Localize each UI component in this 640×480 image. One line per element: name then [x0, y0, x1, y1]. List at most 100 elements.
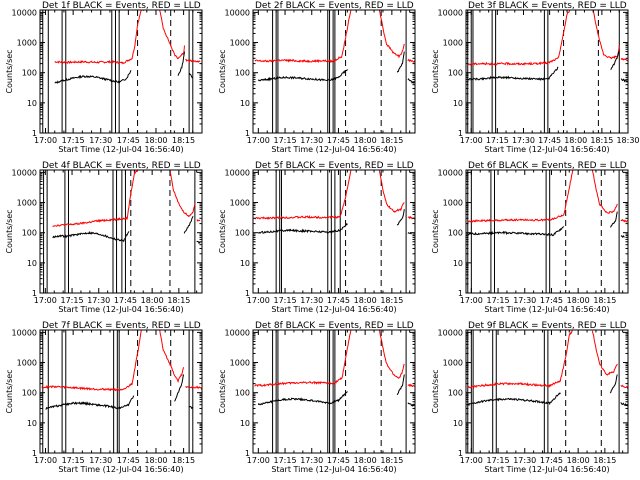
events-series-line — [620, 78, 628, 83]
y-tick-label: 1000 — [443, 359, 463, 368]
lld-series-line — [196, 219, 201, 222]
x-axis-label: Start Time (12-Jul-04 16:56:40) — [484, 465, 609, 474]
x-tick-label: 18:00 — [354, 136, 377, 145]
lld-series-line — [378, 330, 405, 379]
y-tick-label: 10 — [240, 99, 250, 108]
panel-data — [254, 170, 415, 293]
x-tick-label: 17:30 — [87, 296, 110, 305]
x-tick-label: 17:00 — [247, 296, 270, 305]
events-series-line — [177, 51, 185, 76]
events-series-line — [52, 230, 130, 243]
y-tick-label: 10 — [27, 259, 37, 268]
panel-title: Det 8f BLACK = Events, RED = LLD — [255, 321, 414, 331]
x-tick-label: 17:45 — [114, 296, 137, 305]
lld-series-line — [592, 10, 620, 60]
y-axis-label: Counts/sec — [5, 369, 14, 413]
lld-series-line — [378, 10, 405, 59]
panel-data — [467, 170, 628, 293]
y-tick-label: 1 — [32, 129, 37, 138]
y-tick-label: 1 — [32, 449, 37, 458]
lld-series-line — [254, 330, 352, 388]
plot-frame — [39, 329, 203, 454]
x-tick-label: 17:15 — [486, 136, 509, 145]
x-axis-label: Start Time (12-Jul-04 16:56:40) — [58, 305, 183, 314]
x-tick-label: 17:15 — [487, 296, 510, 305]
panel-6: Det 6f BLACK = Events, RED = LLD 1 10 100 10… — [431, 161, 629, 314]
x-tick-label: 17:30 — [513, 456, 536, 465]
x-tick-label: 18:00 — [141, 296, 164, 305]
y-tick-label: 1 — [245, 449, 250, 458]
events-series-line — [407, 78, 415, 85]
x-tick-label: 17:15 — [274, 296, 297, 305]
y-tick-label: 1 — [245, 129, 250, 138]
events-series-line — [257, 391, 348, 406]
x-tick-label: 17:00 — [460, 136, 483, 145]
plot-frame — [252, 9, 416, 134]
panel-7: Det 7f BLACK = Events, RED = LLD 1 10 100 10… — [5, 321, 203, 474]
y-tick-label: 1000 — [443, 39, 463, 48]
x-axis-label: Start Time (12-Jul-04 16:56:40) — [271, 305, 396, 314]
x-tick-label: 17:00 — [460, 296, 483, 305]
y-tick-label: 10000 — [438, 328, 463, 337]
y-tick-label: 100 — [22, 389, 37, 398]
x-tick-label: 17:45 — [117, 136, 140, 145]
panel-data — [43, 170, 201, 293]
x-tick-label: 18:00 — [144, 456, 167, 465]
lld-series-line — [41, 330, 142, 392]
plot-frame — [465, 329, 629, 454]
x-tick-label: 18:15 — [593, 456, 616, 465]
panel-data — [42, 10, 201, 133]
panel-8: Det 8f BLACK = Events, RED = LLD 1 10 100 10… — [218, 321, 416, 474]
lld-series-line — [467, 170, 574, 223]
y-tick-label: 100 — [235, 229, 250, 238]
lld-series-line — [169, 170, 196, 218]
y-tick-label: 10000 — [12, 168, 37, 177]
events-series-line — [467, 392, 561, 407]
x-tick-label: 17:15 — [274, 456, 297, 465]
x-tick-label: 18:15 — [380, 296, 403, 305]
panel-title: Det 2f BLACK = Events, RED = LLD — [255, 1, 414, 11]
x-tick-label: 17:45 — [327, 456, 350, 465]
plot-frame — [39, 169, 203, 294]
x-tick-label: 17:15 — [62, 456, 85, 465]
events-series-line — [188, 405, 194, 410]
x-axis-label: Start Time (12-Jul-04 16:56:40) — [484, 305, 609, 314]
y-tick-label: 100 — [235, 69, 250, 78]
x-tick-label: 18:15 — [172, 136, 195, 145]
x-tick-label: 17:00 — [34, 296, 57, 305]
x-tick-label: 18:15 — [172, 456, 195, 465]
events-series-line — [609, 374, 618, 394]
panel-title: Det 5f BLACK = Events, RED = LLD — [255, 161, 414, 171]
panel-data — [254, 330, 415, 453]
lld-series-line — [620, 218, 628, 223]
y-tick-label: 10 — [453, 99, 463, 108]
events-series-line — [610, 51, 620, 70]
y-tick-label: 10 — [453, 419, 463, 428]
x-tick-label: 17:15 — [487, 456, 510, 465]
events-series-line — [54, 70, 132, 85]
y-axis-label: Counts/sec — [218, 49, 227, 93]
x-tick-label: 17:00 — [247, 456, 270, 465]
y-tick-label: 10000 — [12, 328, 37, 337]
panel-9: Det 9f BLACK = Events, RED = LLD 1 10 100 10… — [431, 321, 629, 474]
x-tick-label: 18:15 — [380, 456, 403, 465]
x-tick-label: 17:45 — [327, 296, 350, 305]
x-tick-label: 18:00 — [144, 136, 167, 145]
y-axis-label: Counts/sec — [5, 49, 14, 93]
events-series-line — [620, 402, 628, 407]
panel-1: Det 1f BLACK = Events, RED = LLD 1 10 100 10… — [5, 1, 203, 154]
y-tick-label: 1 — [245, 289, 250, 298]
plot-frame — [252, 169, 416, 294]
x-tick-label: 17:15 — [61, 296, 84, 305]
lld-series-line — [254, 170, 352, 220]
y-tick-label: 10 — [240, 419, 250, 428]
events-series-line — [396, 374, 405, 396]
lld-series-line — [620, 57, 628, 62]
x-tick-label: 17:45 — [538, 136, 561, 145]
x-tick-label: 17:00 — [247, 136, 270, 145]
y-tick-label: 100 — [22, 229, 37, 238]
lld-series-line — [159, 10, 185, 59]
x-tick-label: 17:30 — [300, 136, 323, 145]
events-series-line — [609, 211, 618, 228]
